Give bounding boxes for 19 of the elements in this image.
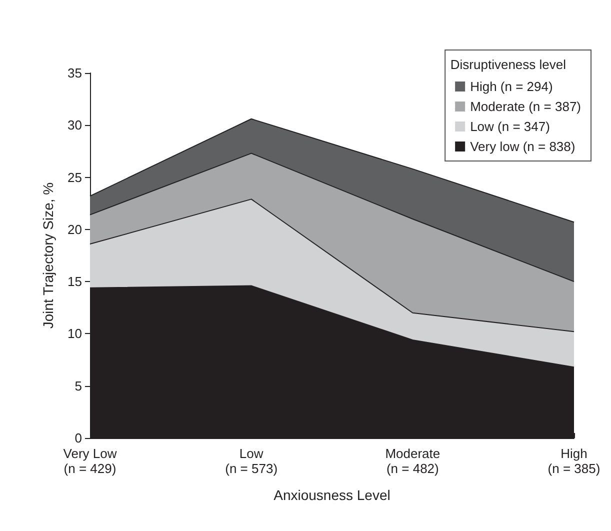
legend-title: Disruptiveness level [450, 57, 566, 72]
x-tick-label: High (n = 385) [548, 446, 600, 476]
y-axis-title: Joint Trajectory Size, % [40, 182, 56, 329]
y-tick-label: 35 [68, 66, 82, 80]
x-axis-title: Anxiousness Level [274, 487, 390, 503]
y-tick-label: 20 [68, 222, 82, 237]
y-tick-label: 10 [68, 326, 82, 342]
y-tick-label: 5 [74, 378, 82, 394]
legend-label: High (n = 294) [470, 79, 553, 94]
legend-label: Very low (n = 838) [470, 139, 576, 154]
y-tick-label: 30 [68, 118, 82, 133]
legend-label: Moderate (n = 387) [470, 99, 582, 114]
x-tick-label: Very Low (n = 429) [63, 446, 118, 476]
y-tick-label: 0 [74, 430, 82, 446]
x-tick-label: Moderate (n = 482) [385, 446, 440, 476]
y-tick-label: 25 [68, 170, 82, 185]
legend-label: Low (n = 347) [470, 119, 550, 134]
y-tick-label: 15 [68, 274, 82, 290]
x-tick-label: Low (n = 573) [225, 446, 278, 476]
